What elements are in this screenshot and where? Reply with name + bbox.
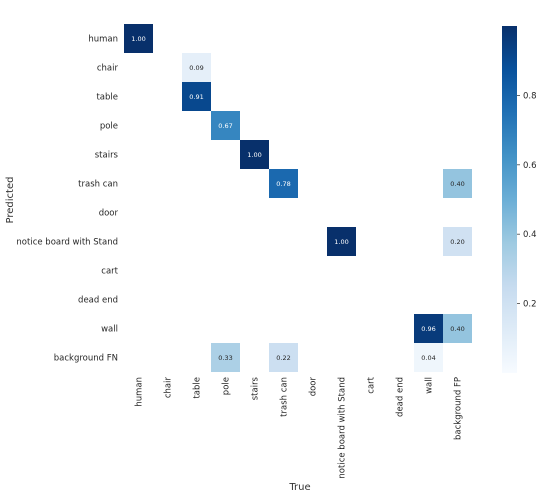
y-tick-label: trash can: [78, 180, 118, 190]
heatmap-cell: [443, 169, 472, 198]
cell-value-label: 1.00: [131, 35, 145, 43]
heatmap-cell: [443, 314, 472, 343]
y-tick-label: cart: [101, 267, 118, 277]
y-tick-label: background FN: [54, 354, 118, 364]
heatmap-cells: [124, 24, 472, 372]
cell-value-label: 0.20: [450, 238, 464, 246]
colorbar-ticks: 0.2 0.4 0.6 0.8: [517, 91, 537, 310]
heatmap-cell: [269, 343, 298, 372]
cell-value-label: 0.04: [421, 354, 435, 362]
heatmap-cell: [327, 227, 356, 256]
y-tick-label: table: [96, 93, 118, 103]
cell-value-label: 1.00: [334, 238, 348, 246]
y-tick-label: human: [88, 35, 118, 45]
cell-value-label: 0.96: [421, 325, 435, 333]
heatmap-cell: [182, 53, 211, 82]
cell-value-label: 0.67: [218, 122, 232, 130]
cell-value-label: 0.91: [189, 93, 203, 101]
heatmap-cell: [414, 314, 443, 343]
y-tick-label: chair: [97, 64, 119, 74]
colorbar-tick-label: 0.2: [523, 300, 537, 310]
x-tick-label: wall: [425, 377, 435, 394]
x-tick-label: chair: [164, 377, 174, 399]
x-tick-label: cart: [367, 376, 377, 393]
cell-value-label: 0.22: [276, 354, 290, 362]
colorbar: [502, 26, 517, 373]
heatmap-cell: [414, 343, 443, 372]
heatmap-cell: [211, 343, 240, 372]
cell-value-labels: 1.00 0.09 0.91 0.67 1.00 0.78 0.40 1.00 0.20 0.96…: [131, 35, 464, 362]
cell-value-label: 0.78: [276, 180, 290, 188]
x-axis-label: True: [288, 482, 310, 493]
cell-value-label: 0.40: [450, 325, 464, 333]
x-tick-labels: human chair table pole stairs trash can door no…: [135, 376, 464, 478]
heatmap-cell: [124, 24, 153, 53]
x-tick-label: door: [309, 377, 319, 397]
y-tick-label: pole: [100, 122, 118, 132]
x-tick-label: notice board with Stand: [338, 377, 348, 479]
cell-value-label: 1.00: [247, 151, 261, 159]
heatmap-cell: [443, 227, 472, 256]
x-tick-label: pole: [222, 377, 232, 395]
x-tick-label: background FP: [454, 377, 464, 440]
cell-value-label: 0.40: [450, 180, 464, 188]
colorbar-tick-label: 0.8: [523, 91, 537, 101]
x-tick-label: dead end: [396, 377, 406, 417]
heatmap-cell: [211, 111, 240, 140]
cell-value-label: 0.09: [189, 64, 203, 72]
heatmap-cell: [240, 140, 269, 169]
y-tick-label: wall: [101, 325, 118, 335]
colorbar-tick-label: 0.4: [523, 230, 537, 240]
y-tick-labels: human chair table pole stairs trash can door no…: [16, 35, 118, 364]
x-tick-label: stairs: [251, 376, 261, 400]
y-tick-label: stairs: [95, 151, 119, 161]
y-axis-label: Predicted: [5, 177, 16, 224]
x-tick-label: table: [193, 377, 203, 399]
x-tick-label: human: [135, 377, 145, 407]
x-tick-label: trash can: [280, 377, 290, 417]
y-tick-label: door: [99, 209, 119, 219]
heatmap-cell: [182, 82, 211, 111]
heatmap-cell: [269, 169, 298, 198]
y-tick-label: dead end: [78, 296, 118, 306]
y-tick-label: notice board with Stand: [16, 238, 118, 248]
colorbar-tick-label: 0.6: [523, 161, 537, 171]
cell-value-label: 0.33: [218, 354, 232, 362]
